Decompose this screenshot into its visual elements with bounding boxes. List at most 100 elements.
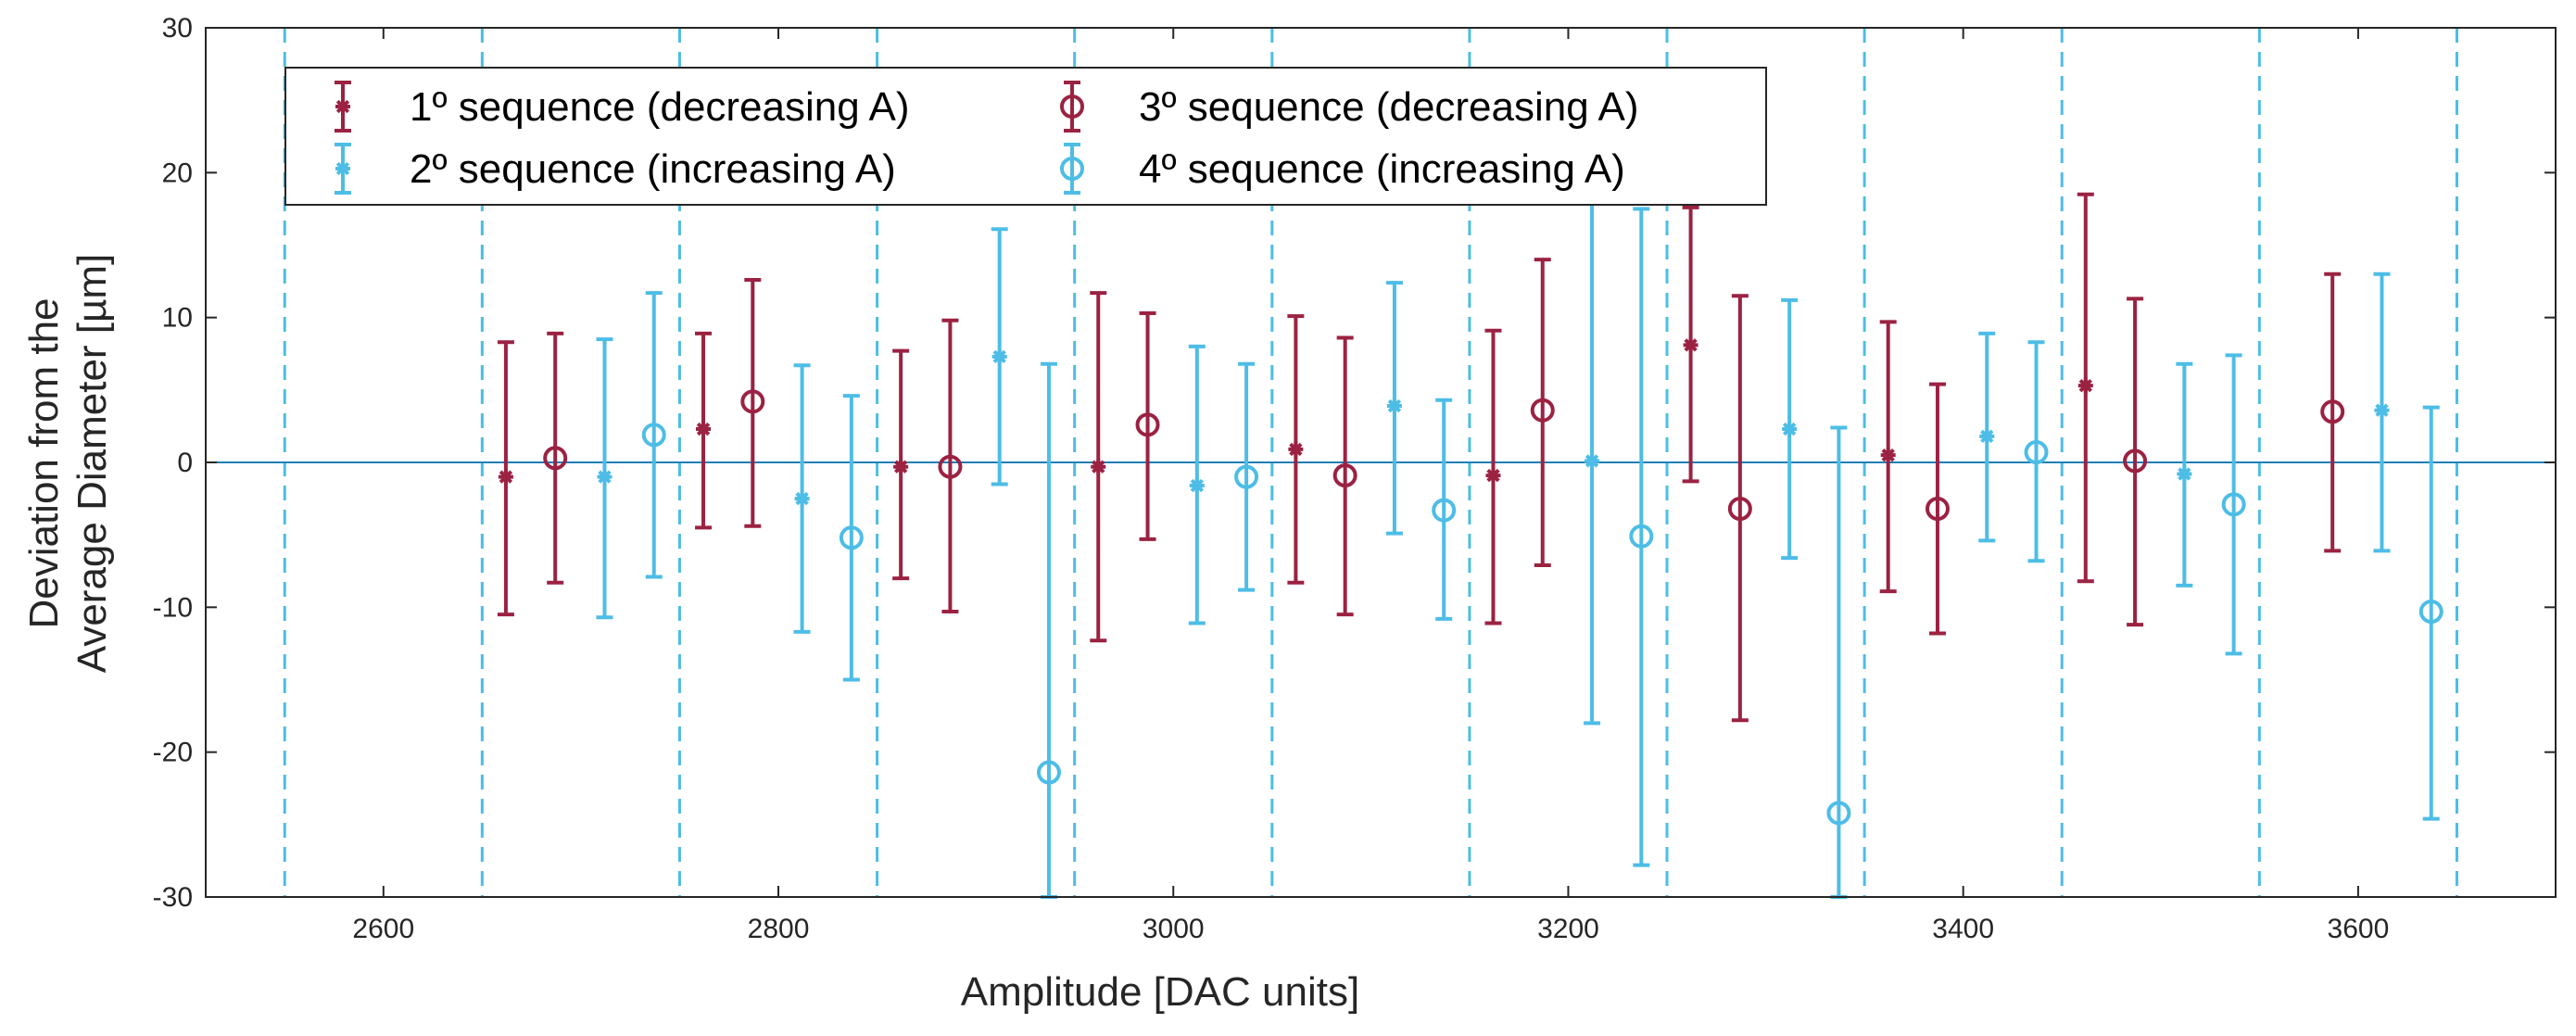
asterisk-marker (1782, 422, 1798, 437)
asterisk-marker (1288, 441, 1304, 457)
asterisk-marker (1979, 428, 1995, 444)
legend-label: 4º sequence (increasing A) (1139, 146, 1625, 192)
series-3-point (1135, 310, 1160, 541)
series-3-point (2320, 272, 2345, 553)
circle-marker (641, 423, 666, 448)
legend-asterisk-marker (335, 161, 350, 176)
series-1-point (1682, 205, 1699, 484)
circle-marker (1234, 464, 1259, 489)
asterisk-marker (2177, 466, 2192, 482)
series-4-point (2418, 405, 2443, 821)
asterisk-stroke (1486, 468, 1500, 483)
series-1-point (497, 340, 514, 617)
series-2 (596, 192, 2391, 726)
asterisk-stroke (1881, 449, 1895, 462)
x-tick-label: 2600 (352, 914, 414, 944)
x-tick-label: 3600 (2328, 914, 2390, 944)
circle-marker (2320, 399, 2345, 424)
series-2-point (2373, 272, 2391, 553)
y-tick-label: 0 (177, 448, 193, 478)
y-tick-label: -30 (153, 882, 193, 913)
series-1-point (695, 331, 713, 530)
series-3-point (1530, 258, 1555, 567)
circle-marker (1826, 801, 1851, 826)
circle-marker (1530, 398, 1555, 423)
series-2-point (2176, 361, 2193, 587)
asterisk-marker (794, 491, 810, 507)
y-tick-label: 20 (162, 158, 193, 188)
y-tick-label: 30 (162, 13, 193, 44)
circle-marker (1629, 524, 1654, 549)
legend: 1º sequence (decreasing A) 2º sequence (i… (284, 67, 1767, 206)
x-axis-title: Amplitude [DAC units] (961, 969, 1359, 1015)
series-3-point (543, 331, 568, 585)
asterisk-marker (696, 422, 712, 437)
circle-marker (2418, 600, 2443, 625)
y-axis-title-line2: Average Diameter [µm] (69, 254, 115, 673)
circle-marker (2024, 440, 2049, 465)
series-2-point (1188, 344, 1206, 625)
series-1-point (1090, 291, 1107, 643)
asterisk-marker (991, 348, 1007, 364)
legend-entry-1: 1º sequence (decreasing A) (335, 81, 910, 133)
y-tick-label: -10 (153, 592, 193, 623)
asterisk-marker (597, 469, 612, 485)
legend-box (284, 67, 1767, 206)
series-4-point (1036, 361, 1061, 899)
legend-asterisk-marker (335, 99, 350, 114)
series-1 (497, 192, 2094, 643)
asterisk-stroke (335, 161, 350, 176)
asterisk-stroke (2178, 467, 2191, 481)
legend-circle-marker (1060, 157, 1084, 181)
x-tick-label: 3000 (1143, 914, 1205, 944)
asterisk-marker (1189, 478, 1205, 494)
axes: 2600 2800 3000 3200 3400 3600 -30 -20 -10 0 10 20 30 (153, 13, 2557, 944)
asterisk-stroke (1684, 338, 1698, 352)
asterisk-marker (1485, 468, 1501, 484)
series-4-point (2024, 340, 2049, 563)
series-2-point (991, 227, 1008, 486)
asterisk-marker (1386, 398, 1402, 414)
circle-marker (740, 389, 765, 414)
series-3-point (938, 318, 963, 614)
asterisk-marker (1880, 448, 1896, 463)
legend-label: 2º sequence (increasing A) (410, 146, 896, 192)
legend-entry-4: 4º sequence (increasing A) (1060, 143, 1625, 195)
series-2-point (793, 363, 811, 634)
series-2-point (1781, 297, 1799, 561)
series-4-point (2221, 353, 2246, 656)
legend-circle-marker (1060, 95, 1084, 119)
circle-marker (1727, 497, 1752, 522)
y-tick-label: 10 (162, 303, 193, 334)
circle-marker (1135, 412, 1160, 437)
asterisk-stroke (1289, 442, 1303, 457)
series-2-point (1978, 331, 1996, 543)
series-2-point (596, 337, 613, 620)
asterisk-marker (498, 469, 513, 485)
series-3 (543, 258, 2345, 723)
asterisk-stroke (598, 470, 612, 484)
x-tick-label: 3200 (1537, 914, 1599, 944)
circle-marker (543, 446, 568, 471)
series-4-point (1432, 398, 1457, 621)
series-4-point (839, 394, 864, 682)
y-tick-label: -20 (153, 738, 193, 768)
series-4-point (1629, 207, 1654, 867)
asterisk-marker (893, 459, 909, 474)
asterisk-marker (1091, 459, 1106, 474)
asterisk-stroke (2375, 403, 2389, 417)
asterisk-stroke (992, 349, 1006, 364)
series-1-point (1484, 328, 1502, 625)
asterisk-stroke (696, 422, 711, 436)
series-1-point (892, 348, 910, 581)
series-4-point (641, 291, 666, 579)
asterisk-stroke (2078, 378, 2092, 393)
legend-entry-2: 2º sequence (increasing A) (335, 143, 896, 195)
asterisk-stroke (1782, 422, 1797, 436)
asterisk-stroke (1387, 398, 1402, 413)
asterisk-stroke (1980, 429, 1994, 444)
series-4-point (1826, 425, 1851, 899)
asterisk-stroke (499, 470, 513, 484)
series-4-point (1234, 361, 1259, 592)
circle-marker (1036, 760, 1061, 785)
